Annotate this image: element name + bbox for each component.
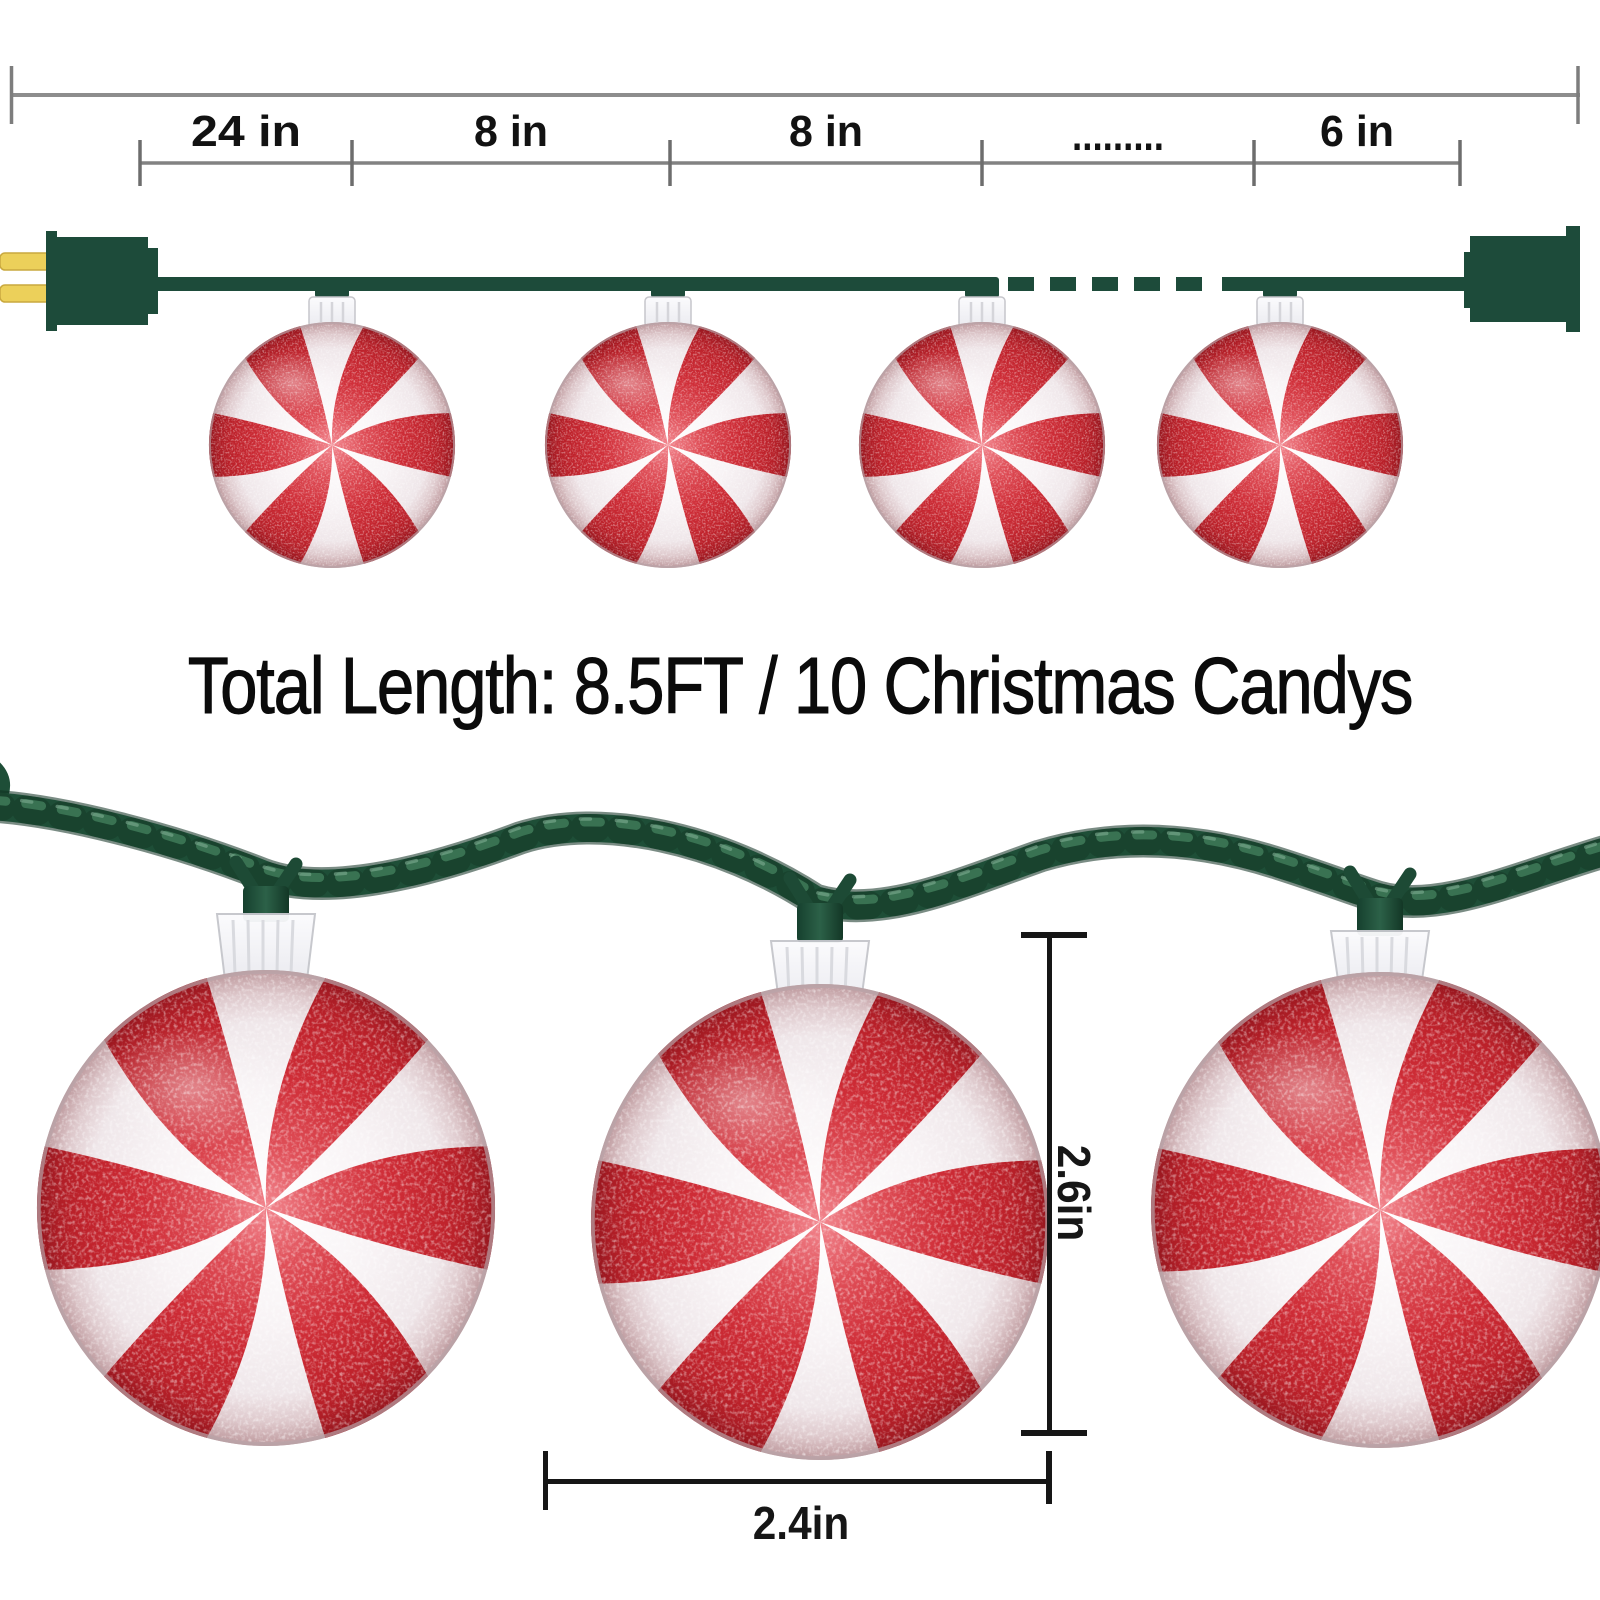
width-dimension-tick-left xyxy=(543,1451,548,1510)
peppermint-candy xyxy=(186,310,479,579)
height-dimension-tick-bottom xyxy=(1021,1430,1087,1436)
peppermint-candy xyxy=(547,961,1092,1482)
segment-label-6in: 6 in xyxy=(1320,107,1394,156)
wire-stub xyxy=(315,277,349,298)
segment-label-8in-1: 8 in xyxy=(474,107,548,156)
product-title: Total Length: 8.5FT / 10 Christmas Candy… xyxy=(187,641,1414,731)
width-dimension-line xyxy=(545,1479,1049,1484)
height-dimension-line xyxy=(1047,936,1052,1433)
wire-stub xyxy=(1263,277,1297,298)
wire-stub xyxy=(1357,898,1403,936)
overall-dimension-line xyxy=(9,66,1580,124)
plug-prong xyxy=(0,284,53,303)
wire-stub xyxy=(651,277,685,298)
candy-ornament xyxy=(522,277,815,580)
plug-prong xyxy=(0,252,53,271)
string-wire xyxy=(157,277,1464,291)
candy-ornament xyxy=(547,871,1092,1483)
peppermint-candy xyxy=(1134,310,1427,579)
width-dimension-tick-right xyxy=(1046,1451,1052,1504)
wire-stub xyxy=(965,277,999,298)
candy-ornament xyxy=(1134,277,1427,580)
candy-ornament xyxy=(1107,865,1600,1471)
segment-dimension-line: 24 in 8 in 8 in ......... 6 in xyxy=(138,107,1462,186)
photo-string-lights xyxy=(0,762,1600,1600)
candy-ornament xyxy=(186,277,479,580)
peppermint-candy xyxy=(522,310,815,579)
peppermint-candy xyxy=(836,310,1129,579)
candy-ornament xyxy=(836,277,1129,580)
height-dimension-tick-top xyxy=(1021,932,1087,938)
female-plug xyxy=(1464,226,1580,332)
string-light-dimension-diagram: 24 in 8 in 8 in ......... 6 in xyxy=(0,66,1580,620)
peppermint-candy xyxy=(0,947,539,1468)
male-plug xyxy=(0,231,158,331)
segment-label-24in: 24 in xyxy=(191,107,301,156)
segment-label-ellipsis: ......... xyxy=(1072,111,1164,160)
segment-label-8in-2: 8 in xyxy=(789,107,863,156)
wire-stub xyxy=(797,903,843,943)
candy-ornament xyxy=(0,855,539,1469)
peppermint-candy xyxy=(1107,949,1600,1470)
width-label: 2.4in xyxy=(752,1497,850,1549)
height-label: 2.6in xyxy=(1048,1144,1100,1242)
